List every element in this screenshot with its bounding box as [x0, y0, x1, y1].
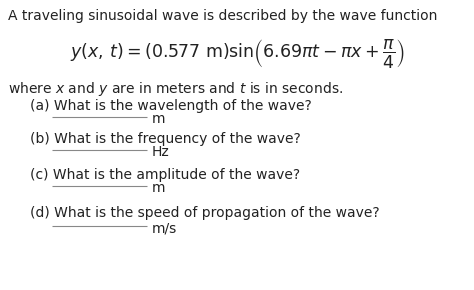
- Text: (d) What is the speed of propagation of the wave?: (d) What is the speed of propagation of …: [30, 206, 380, 220]
- Text: (b) What is the frequency of the wave?: (b) What is the frequency of the wave?: [30, 132, 301, 146]
- Text: m: m: [152, 112, 165, 126]
- Text: m: m: [152, 181, 165, 195]
- Text: (c) What is the amplitude of the wave?: (c) What is the amplitude of the wave?: [30, 168, 300, 182]
- Text: $y(x,\, t) = (0.577\ \mathrm{m})\sin\!\left(6.69\pi t - \pi x + \dfrac{\pi}{4}\r: $y(x,\, t) = (0.577\ \mathrm{m})\sin\!\l…: [70, 37, 405, 70]
- Text: Hz: Hz: [152, 145, 170, 159]
- Text: (a) What is the wavelength of the wave?: (a) What is the wavelength of the wave?: [30, 99, 312, 113]
- Text: m/s: m/s: [152, 221, 177, 235]
- Text: where $x$ and $y$ are in meters and $t$ is in seconds.: where $x$ and $y$ are in meters and $t$ …: [8, 80, 343, 98]
- Text: A traveling sinusoidal wave is described by the wave function: A traveling sinusoidal wave is described…: [8, 9, 438, 23]
